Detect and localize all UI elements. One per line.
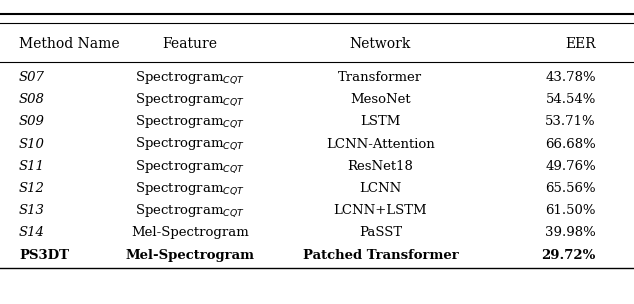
Text: S14: S14	[19, 226, 45, 239]
Text: Feature: Feature	[163, 37, 217, 51]
Text: S11: S11	[19, 160, 45, 173]
Text: Spectrogram$_{CQT}$: Spectrogram$_{CQT}$	[135, 180, 245, 197]
Text: Transformer: Transformer	[339, 71, 422, 84]
Text: Spectrogram$_{CQT}$: Spectrogram$_{CQT}$	[135, 136, 245, 152]
Text: PS3DT: PS3DT	[19, 249, 69, 261]
Text: 66.68%: 66.68%	[545, 138, 596, 150]
Text: Spectrogram$_{CQT}$: Spectrogram$_{CQT}$	[135, 202, 245, 219]
Text: S10: S10	[19, 138, 45, 150]
Text: 53.71%: 53.71%	[545, 116, 596, 128]
Text: 61.50%: 61.50%	[545, 204, 596, 217]
Text: Network: Network	[350, 37, 411, 51]
Text: Spectrogram$_{CQT}$: Spectrogram$_{CQT}$	[135, 114, 245, 130]
Text: S13: S13	[19, 204, 45, 217]
Text: Method Name: Method Name	[19, 37, 120, 51]
Text: PaSST: PaSST	[359, 226, 402, 239]
Text: ResNet18: ResNet18	[347, 160, 413, 173]
Text: Mel-Spectrogram: Mel-Spectrogram	[131, 226, 249, 239]
Text: 54.54%: 54.54%	[546, 93, 596, 106]
Text: S09: S09	[19, 116, 45, 128]
Text: LSTM: LSTM	[360, 116, 401, 128]
Text: 65.56%: 65.56%	[545, 182, 596, 195]
Text: S08: S08	[19, 93, 45, 106]
Text: LCNN: LCNN	[359, 182, 401, 195]
Text: LCNN-Attention: LCNN-Attention	[326, 138, 435, 150]
Text: Spectrogram$_{CQT}$: Spectrogram$_{CQT}$	[135, 69, 245, 86]
Text: Spectrogram$_{CQT}$: Spectrogram$_{CQT}$	[135, 158, 245, 174]
Text: 49.76%: 49.76%	[545, 160, 596, 173]
Text: 29.72%: 29.72%	[541, 249, 596, 261]
Text: EER: EER	[566, 37, 596, 51]
Text: S12: S12	[19, 182, 45, 195]
Text: MesoNet: MesoNet	[350, 93, 411, 106]
Text: Patched Transformer: Patched Transformer	[302, 249, 458, 261]
Text: Mel-Spectrogram: Mel-Spectrogram	[126, 249, 255, 261]
Text: 43.78%: 43.78%	[545, 71, 596, 84]
Text: LCNN+LSTM: LCNN+LSTM	[333, 204, 427, 217]
Text: S07: S07	[19, 71, 45, 84]
Text: Spectrogram$_{CQT}$: Spectrogram$_{CQT}$	[135, 92, 245, 108]
Text: 39.98%: 39.98%	[545, 226, 596, 239]
